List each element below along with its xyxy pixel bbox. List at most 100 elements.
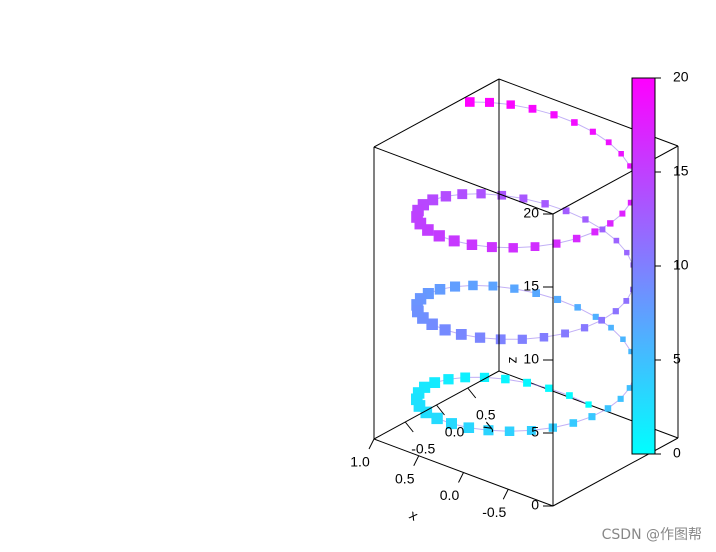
box-edge: [373, 146, 554, 215]
data-point: [474, 332, 486, 343]
data-point: [411, 299, 423, 311]
y-tick-label: 0.0: [445, 424, 465, 440]
data-point: [422, 288, 434, 300]
data-point: [485, 97, 494, 107]
y-tick-label: -0.5: [411, 441, 435, 457]
data-point: [446, 418, 457, 430]
data-point: [429, 377, 441, 388]
data-point: [414, 293, 427, 305]
data-point: [433, 230, 445, 242]
data-point: [591, 228, 599, 236]
colorbar-tick-label: 0: [673, 445, 681, 461]
data-point: [510, 284, 519, 293]
data-point: [479, 372, 490, 382]
data-point: [517, 334, 527, 344]
y-tick-label: 0.5: [476, 407, 496, 423]
data-point: [519, 194, 528, 203]
data-point: [619, 210, 626, 217]
data-point: [483, 425, 494, 436]
data-point: [526, 426, 536, 435]
box-edge: [552, 437, 679, 507]
y-tick: [467, 387, 477, 399]
data-point: [627, 199, 634, 206]
data-point: [414, 217, 427, 230]
data-point: [574, 304, 581, 311]
data-point: [506, 100, 515, 109]
data-point: [504, 426, 515, 436]
data-point: [508, 243, 518, 253]
data-point: [411, 393, 423, 406]
data-point: [532, 289, 540, 297]
data-point: [528, 104, 537, 113]
data-points: [411, 97, 638, 436]
data-point: [571, 119, 578, 126]
data-point: [412, 204, 424, 217]
data-point: [422, 224, 434, 236]
data-point: [612, 308, 619, 315]
data-point: [569, 419, 578, 427]
x-tick: [413, 455, 420, 466]
z-tick-label: 0: [531, 497, 539, 513]
data-point: [431, 412, 443, 425]
colorbar-tick-label: 20: [673, 69, 689, 85]
data-point: [617, 395, 624, 402]
data-point: [466, 239, 478, 250]
data-point: [463, 422, 475, 433]
x-tick: [368, 438, 375, 450]
z-tick-label: 5: [531, 424, 539, 440]
data-point: [607, 220, 614, 227]
data-point: [613, 237, 620, 244]
data-point: [566, 392, 573, 399]
data-point: [589, 128, 596, 135]
data-point: [419, 381, 431, 393]
data-point: [420, 406, 433, 419]
data-point: [501, 374, 510, 384]
colorbar: 0 5 10 15 20: [631, 69, 689, 461]
data-point: [440, 191, 452, 202]
data-point: [488, 281, 498, 291]
data-point: [426, 318, 438, 330]
watermark: CSDN @作图帮: [601, 527, 702, 543]
z-axis-title: z: [504, 357, 520, 364]
data-point: [585, 401, 592, 408]
x-tick-label: 1.0: [350, 454, 370, 470]
data-point: [468, 280, 478, 291]
data-point: [411, 211, 423, 223]
data-point: [545, 384, 553, 392]
data-point: [588, 413, 596, 421]
data-point: [530, 242, 540, 251]
data-point: [539, 333, 549, 342]
z-tick-label: 20: [523, 205, 539, 221]
data-point: [495, 334, 506, 345]
data-point: [550, 111, 558, 119]
x-tick: [502, 489, 509, 500]
box-edge: [552, 145, 679, 215]
z-tick-label: 10: [523, 351, 539, 367]
data-point: [417, 312, 429, 324]
data-point: [450, 281, 461, 292]
data-point: [620, 336, 626, 342]
data-point: [599, 226, 606, 233]
data-point: [417, 199, 429, 211]
x-axis-title: x: [407, 506, 421, 523]
y-tick: [436, 404, 445, 416]
data-point: [598, 316, 605, 324]
data-point: [443, 374, 454, 385]
data-point: [465, 97, 475, 107]
x-tick-label: -0.5: [482, 504, 506, 520]
data-point: [460, 372, 471, 383]
data-point: [605, 139, 612, 146]
box-edge: [373, 78, 500, 148]
colorbar-gradient: [631, 77, 656, 455]
data-point: [626, 385, 633, 391]
data-point: [541, 200, 549, 208]
data-point: [582, 216, 589, 223]
data-point: [448, 235, 460, 247]
data-point: [413, 400, 426, 412]
data-point: [476, 189, 486, 199]
data-point: [561, 329, 569, 338]
data-point: [604, 405, 612, 412]
x-tick-label: 0.5: [395, 470, 415, 486]
